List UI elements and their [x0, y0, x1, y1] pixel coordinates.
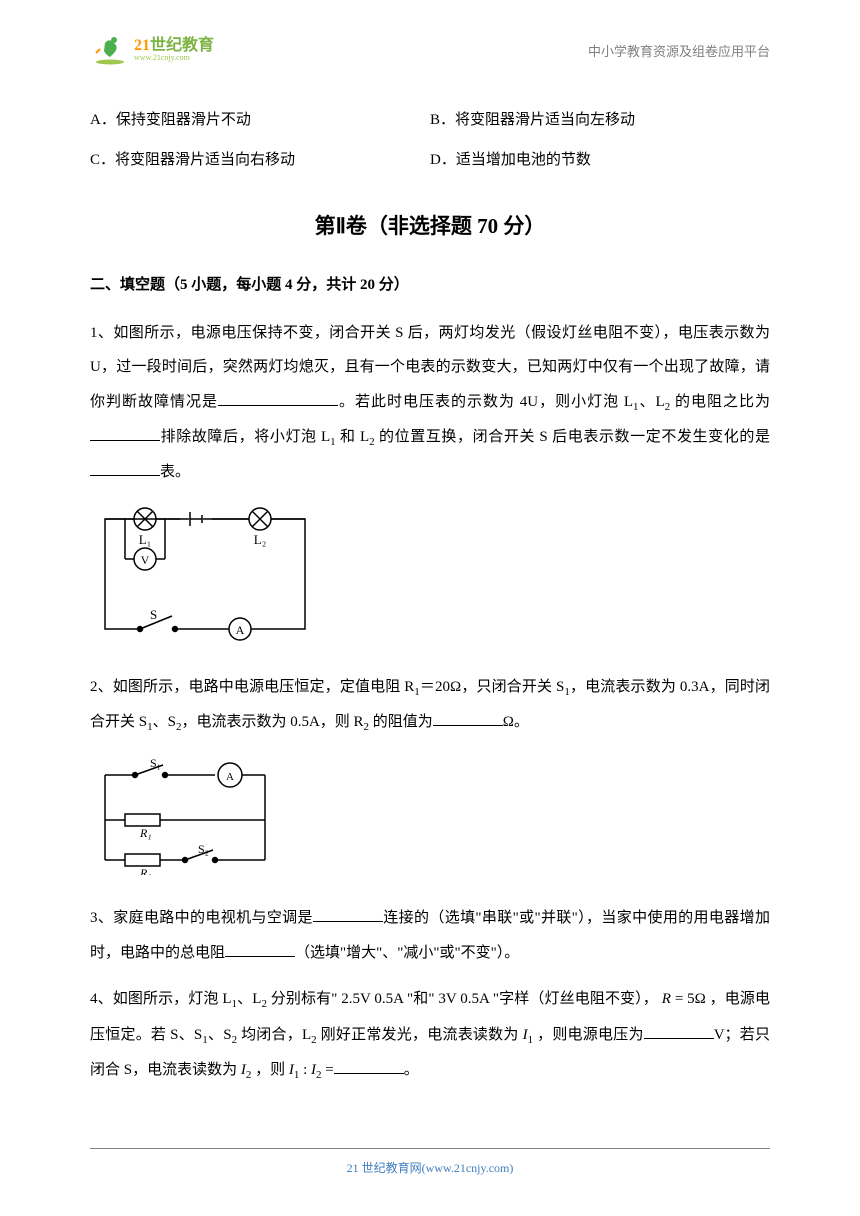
- q4-blank-1: [644, 1021, 714, 1039]
- q2-a: 2、如图所示，电路中电源电压恒定，定值电阻 R: [90, 679, 414, 695]
- q1-blank-2: [90, 423, 160, 441]
- q4-q: =: [322, 1062, 334, 1078]
- c1-a: A: [236, 623, 245, 637]
- logo-name: 世纪教育: [150, 37, 214, 54]
- q4-b: 、L: [237, 991, 261, 1007]
- c2-a: A: [226, 771, 234, 783]
- q3-blank-1: [313, 904, 383, 922]
- logo-21: 21: [134, 37, 150, 54]
- q2-f: 的阻值为: [369, 714, 433, 730]
- q4-o: :: [299, 1062, 311, 1078]
- question-3: 3、家庭电路中的电视机与空调是连接的（选填"串联"或"并联"），当家中使用的用电…: [90, 901, 770, 970]
- q1-text-2b: 排除故障后，将小灯泡 L: [160, 429, 330, 445]
- c2-s2: S₂: [198, 842, 209, 856]
- logo: 21世纪教育 www.21cnjy.com: [90, 35, 214, 65]
- c2-s1: S₁: [150, 756, 161, 770]
- q3-blank-2: [225, 939, 295, 957]
- q1-sub2: 2: [665, 401, 671, 413]
- option-row-1: A．保持变阻器滑片不动 B．将变阻器滑片适当向左移动: [90, 105, 770, 137]
- question-2: 2、如图所示，电路中电源电压恒定，定值电阻 R1＝20Ω，只闭合开关 S1，电流…: [90, 670, 770, 741]
- c2-r2: R₂: [139, 866, 152, 875]
- option-b: B．将变阻器滑片适当向左移动: [430, 105, 770, 137]
- footer-divider: [90, 1148, 770, 1149]
- footer-text: 21 世纪教育网(www.21cnjy.com): [347, 1161, 514, 1175]
- option-row-2: C．将变阻器滑片适当向右移动 D．适当增加电池的节数: [90, 145, 770, 177]
- option-d: D．适当增加电池的节数: [430, 145, 770, 177]
- q3-c: （选填"增大"、"减小"或"不变"）。: [295, 945, 519, 961]
- q1-text-1b: 。若此时电压表的示数为 4U，则小灯泡 L: [338, 394, 633, 410]
- circuit-diagram-1: L₁ L₂ V A S: [90, 504, 770, 657]
- q1-text-2c: 和 L: [336, 429, 369, 445]
- option-a: A．保持变阻器滑片不动: [90, 105, 430, 137]
- q4-f: 、S: [208, 1027, 232, 1043]
- c1-l2: L₂: [254, 532, 266, 547]
- question-1: 1、如图所示，电源电压保持不变，闭合开关 S 后，两灯均发光（假设灯丝电阻不变）…: [90, 316, 770, 490]
- q4-r: 。: [404, 1062, 419, 1078]
- circuit-diagram-2: S₁ A R₁ R₂ S₂: [90, 755, 770, 888]
- c1-l1: L₁: [139, 532, 151, 547]
- question-4: 4、如图所示，灯泡 L1、L2 分别标有" 2.5V 0.5A "和" 3V 0…: [90, 982, 770, 1088]
- q4-h: 刚好正常发光，电流表读数为: [317, 1027, 523, 1043]
- q1-text-1c: 、L: [639, 394, 665, 410]
- q4-blank-2: [334, 1056, 404, 1074]
- header-platform-text: 中小学教育资源及组卷应用平台: [588, 41, 770, 60]
- section-2-title: 第Ⅱ卷（非选择题 70 分）: [90, 204, 770, 248]
- c2-r1: R₁: [139, 826, 152, 840]
- q4-g: 均闭合，L: [237, 1027, 311, 1043]
- q2-d: 、S: [153, 714, 176, 730]
- q4-d: R: [662, 991, 671, 1007]
- logo-runner-icon: [90, 35, 130, 65]
- q2-e: ，电流表示数为 0.5A，则 R: [181, 714, 363, 730]
- c1-s: S: [150, 607, 157, 622]
- q4-a: 4、如图所示，灯泡 L: [90, 991, 232, 1007]
- c1-v: V: [141, 553, 150, 567]
- q1-text-2d: 的位置互换，闭合开关 S 后电表示数一定不发生变化的是: [375, 429, 770, 445]
- fill-blank-heading: 二、填空题（5 小题，每小题 4 分，共计 20 分）: [90, 270, 770, 302]
- q1-text-2e: 表。: [160, 464, 190, 480]
- content-body: A．保持变阻器滑片不动 B．将变阻器滑片适当向左移动 C．将变阻器滑片适当向右移…: [90, 105, 770, 1088]
- option-c: C．将变阻器滑片适当向右移动: [90, 145, 430, 177]
- q2-blank: [433, 708, 503, 726]
- page-header: 21世纪教育 www.21cnjy.com 中小学教育资源及组卷应用平台: [90, 35, 770, 65]
- q2-b: ＝20Ω，只闭合开关 S: [420, 679, 565, 695]
- q4-c: 分别标有" 2.5V 0.5A "和" 3V 0.5A "字样（灯丝电阻不变），: [267, 991, 658, 1007]
- q2-g: Ω。: [503, 714, 529, 730]
- q1-blank-3: [90, 458, 160, 476]
- logo-url: www.21cnjy.com: [134, 54, 214, 62]
- q3-a: 3、家庭电路中的电视机与空调是: [90, 910, 313, 926]
- logo-text: 21世纪教育 www.21cnjy.com: [134, 38, 214, 62]
- page-footer: 21 世纪教育网(www.21cnjy.com): [0, 1148, 860, 1176]
- q4-m: ，则: [251, 1062, 289, 1078]
- q1-text-2a: 的电阻之比为: [675, 394, 770, 410]
- q1-blank-1: [218, 388, 338, 406]
- q4-j: ，则电源电压为: [533, 1027, 644, 1043]
